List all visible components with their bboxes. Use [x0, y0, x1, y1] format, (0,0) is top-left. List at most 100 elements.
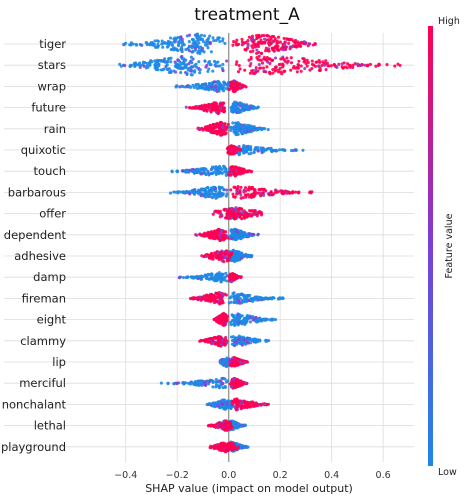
- shap-point: [250, 192, 254, 196]
- shap-point: [219, 129, 223, 133]
- shap-point: [259, 38, 263, 42]
- shap-point: [241, 254, 245, 259]
- shap-point: [233, 444, 237, 448]
- shap-point: [264, 49, 268, 53]
- shap-point: [222, 188, 226, 192]
- shap-point: [230, 342, 234, 346]
- shap-point: [244, 381, 248, 385]
- shap-point: [156, 45, 160, 49]
- shap-point: [210, 252, 214, 256]
- shap-point: [206, 339, 210, 344]
- shap-point: [238, 102, 242, 107]
- shap-point: [228, 150, 232, 155]
- shap-point: [235, 38, 239, 42]
- shap-point: [198, 274, 202, 278]
- shap-point: [232, 423, 236, 427]
- shap-point: [265, 65, 269, 69]
- shap-point: [299, 64, 303, 68]
- shap-point: [247, 316, 251, 320]
- shap-point: [203, 103, 208, 107]
- shap-point: [220, 402, 224, 406]
- shap-point: [232, 125, 236, 129]
- shap-point: [249, 186, 253, 190]
- shap-point: [215, 102, 219, 106]
- shap-point: [180, 50, 184, 54]
- shap-point: [215, 195, 219, 199]
- feature-label-dependent: dependent: [4, 228, 67, 242]
- shap-point: [209, 336, 213, 340]
- shap-point: [254, 68, 258, 72]
- shap-point: [247, 299, 251, 303]
- shap-point: [233, 195, 237, 199]
- shap-point: [170, 43, 174, 47]
- shap-point: [246, 234, 251, 238]
- shap-point: [216, 209, 220, 213]
- shap-point: [213, 124, 218, 128]
- feature-label-nonchalant: nonchalant: [2, 397, 67, 411]
- shap-point: [217, 273, 222, 277]
- shap-point: [203, 187, 207, 191]
- shap-point: [218, 215, 222, 219]
- shap-point: [216, 166, 221, 170]
- shap-point: [201, 86, 205, 90]
- shap-point: [222, 423, 227, 427]
- shap-point: [241, 85, 245, 89]
- shap-point: [173, 36, 177, 40]
- shap-point: [235, 402, 239, 406]
- shap-point: [163, 57, 167, 61]
- shap-point: [236, 323, 240, 327]
- shap-point: [237, 337, 241, 341]
- shap-point: [249, 170, 254, 174]
- shap-point: [188, 382, 192, 386]
- shap-point: [210, 167, 214, 171]
- shap-point: [173, 38, 177, 42]
- shap-point: [236, 70, 241, 74]
- shap-point: [155, 67, 159, 71]
- shap-point: [203, 189, 208, 193]
- shap-point: [253, 188, 257, 193]
- shap-point: [244, 210, 248, 215]
- x-tick-label: 0.0: [221, 470, 236, 481]
- colorbar-title: Feature value: [444, 213, 455, 278]
- shap-point: [287, 41, 291, 45]
- shap-point: [134, 43, 139, 47]
- shap-point: [200, 172, 204, 176]
- shap-point: [204, 273, 208, 277]
- shap-point: [198, 339, 202, 343]
- shap-point: [197, 41, 201, 45]
- shap-point: [218, 302, 222, 306]
- shap-point: [144, 40, 148, 45]
- shap-point: [222, 445, 226, 449]
- shap-point: [232, 185, 236, 189]
- shap-point: [276, 35, 281, 39]
- shap-point: [206, 194, 210, 198]
- shap-point: [185, 72, 189, 76]
- shap-point: [185, 34, 189, 38]
- shap-point: [235, 60, 239, 64]
- shap-point: [200, 107, 204, 111]
- shap-point: [303, 59, 307, 63]
- shap-point: [259, 403, 263, 407]
- shap-point: [222, 358, 226, 362]
- shap-point: [223, 275, 227, 279]
- shap-point: [218, 238, 222, 242]
- shap-point: [233, 148, 237, 153]
- shap-point: [250, 400, 255, 404]
- shap-point: [187, 40, 191, 44]
- shap-point: [224, 293, 228, 297]
- shap-point: [262, 193, 266, 197]
- shap-point: [345, 66, 349, 70]
- shap-point: [224, 194, 228, 198]
- shap-point: [228, 210, 232, 214]
- shap-point: [153, 39, 157, 43]
- shap-point: [265, 317, 269, 321]
- shap-point: [246, 124, 250, 128]
- shap-point: [228, 363, 232, 367]
- shap-point: [234, 408, 238, 412]
- shap-point: [273, 36, 277, 41]
- shap-point: [269, 146, 273, 150]
- shap-point: [231, 80, 235, 84]
- shap-point: [162, 41, 166, 45]
- shap-point: [203, 125, 207, 129]
- shap-point: [226, 122, 230, 126]
